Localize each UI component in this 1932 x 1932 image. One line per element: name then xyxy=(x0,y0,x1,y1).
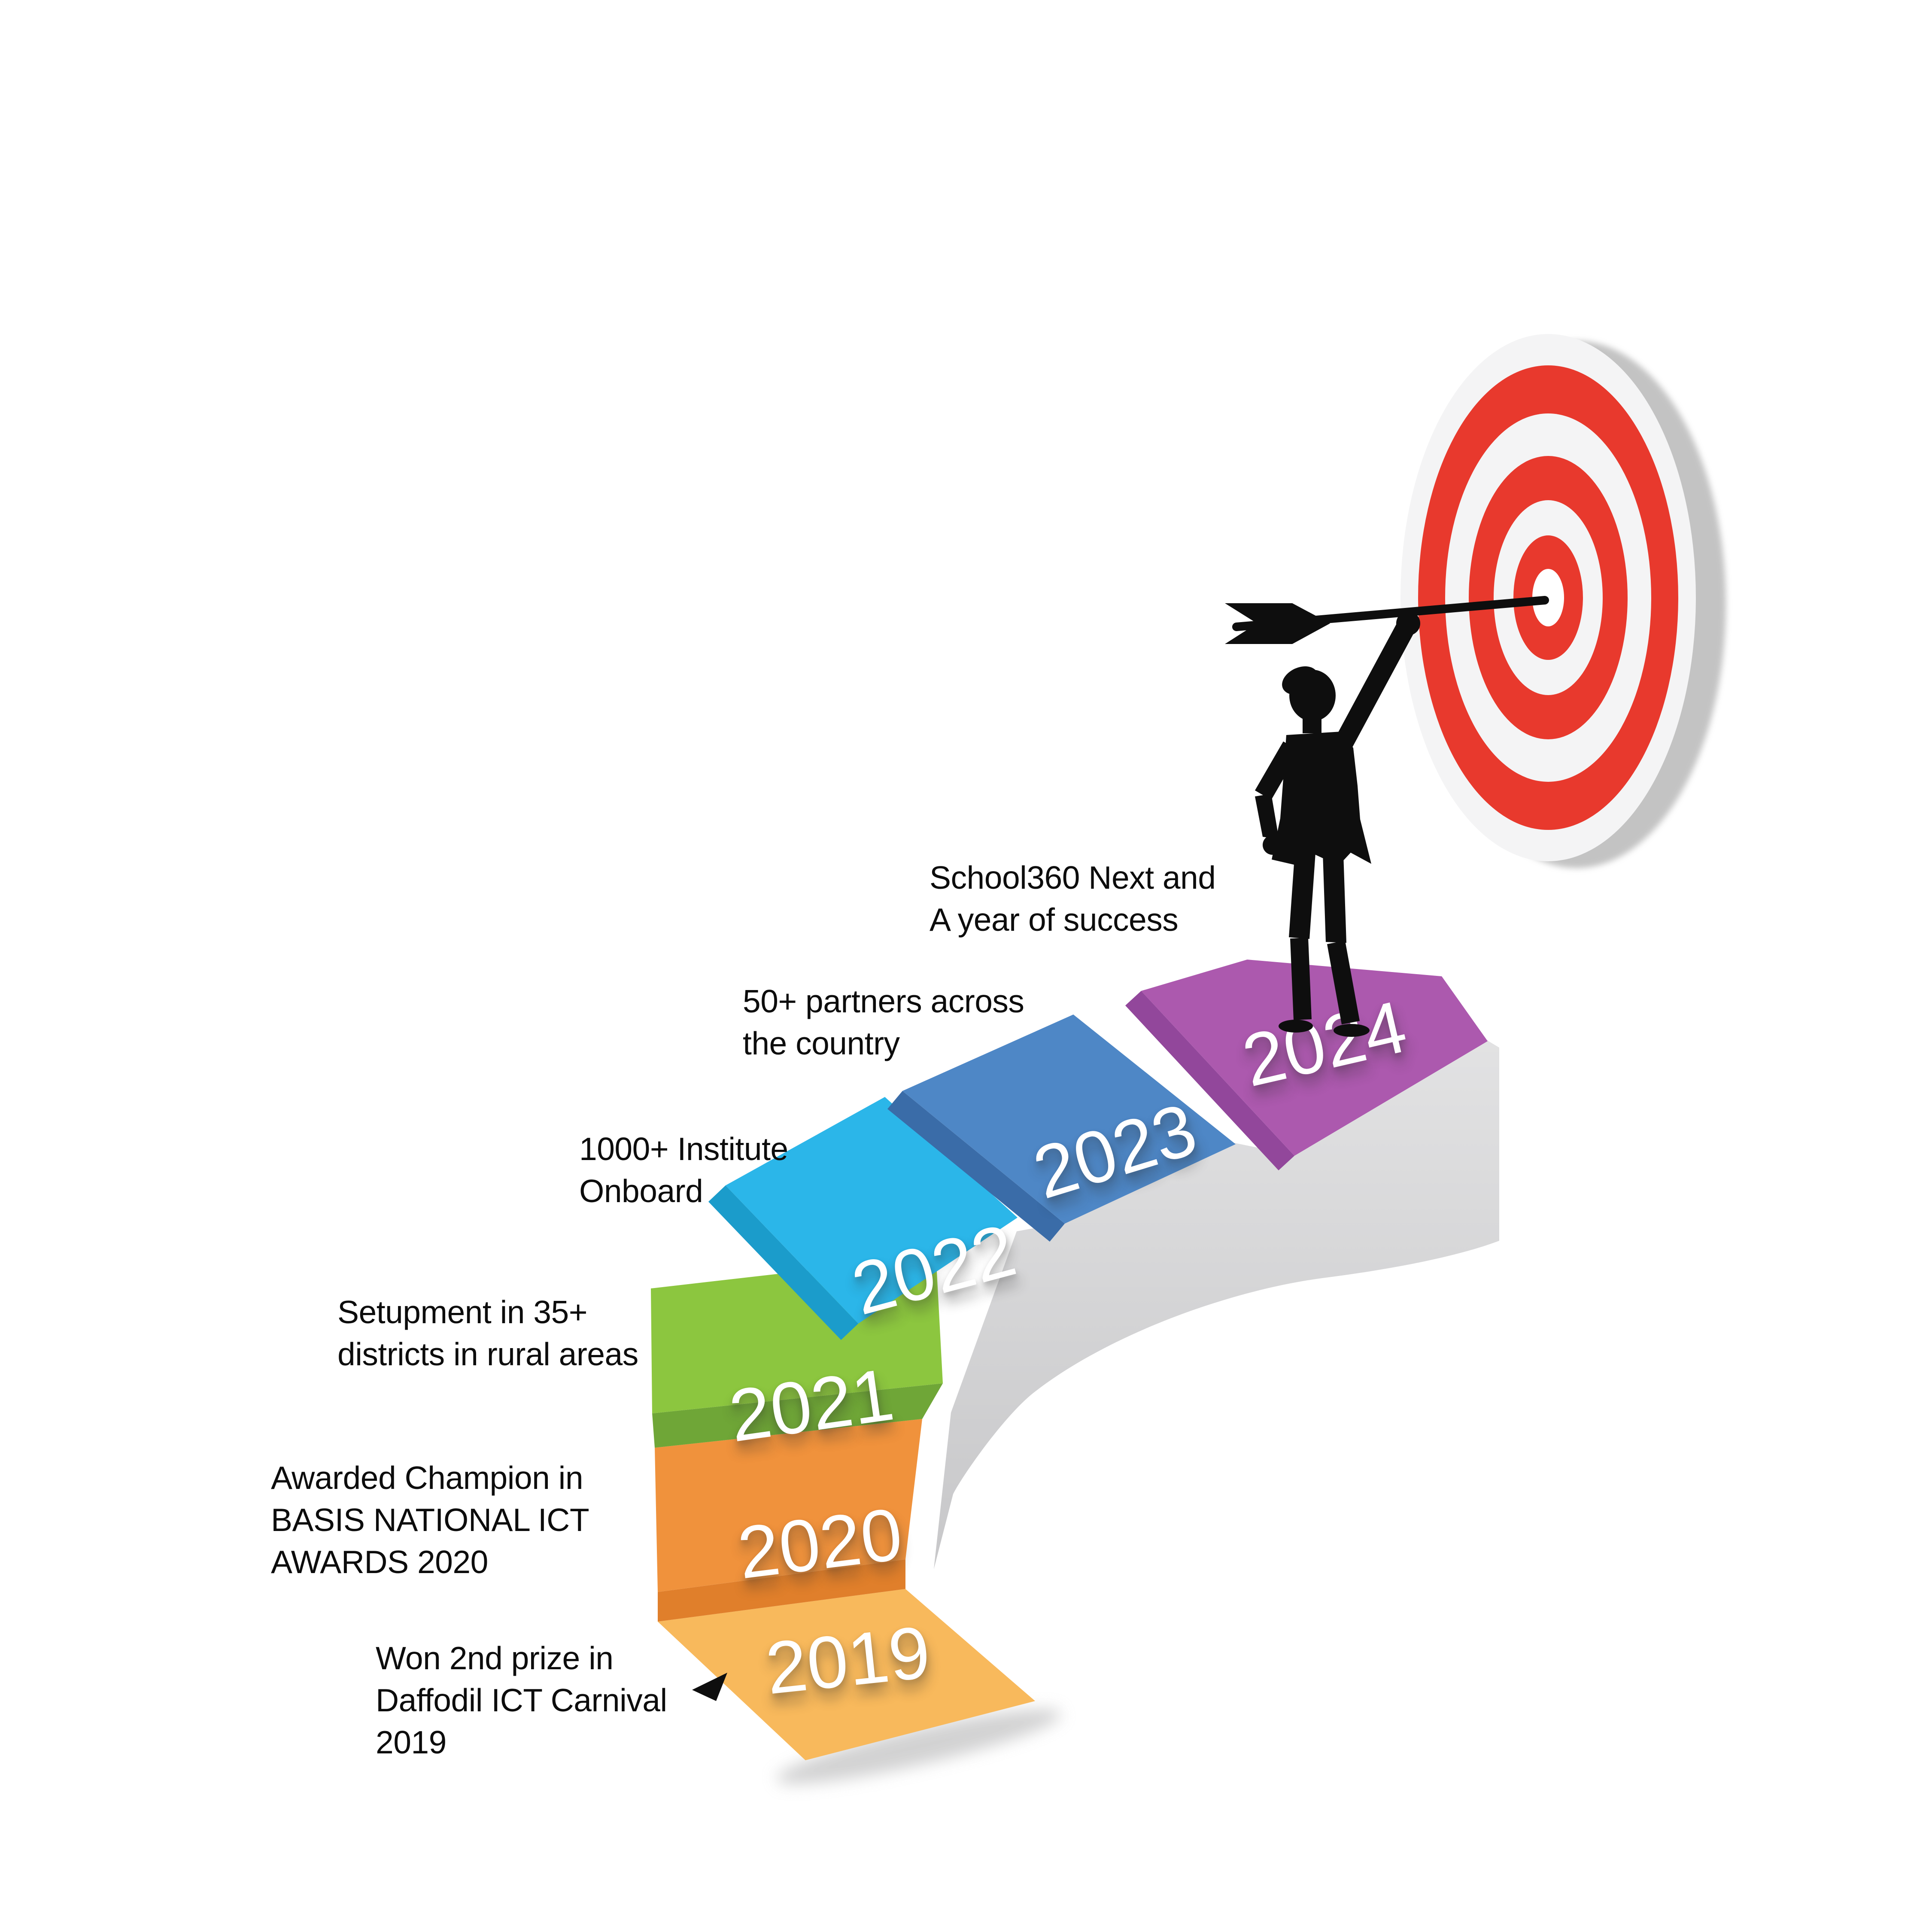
bullseye-target xyxy=(1400,334,1726,868)
small-arrow-icon xyxy=(692,1673,727,1701)
milestone-note-2020: Awarded Champion in BASIS NATIONAL ICT A… xyxy=(271,1460,589,1580)
milestone-note-2022: 1000+ Institute Onboard xyxy=(579,1131,788,1209)
milestone-note-2023: 50+ partners across the country xyxy=(743,983,1024,1061)
milestone-note-2024: School360 Next and A year of success xyxy=(930,860,1216,938)
target-bull-center xyxy=(1532,569,1564,626)
step-2020-top xyxy=(655,1419,922,1592)
step-2024-front-edge xyxy=(1125,991,1294,1170)
milestone-note-2019: Won 2nd prize in Daffodil ICT Carnival 2… xyxy=(376,1640,667,1760)
milestone-note-2021: Setupment in 35+ districts in rural area… xyxy=(337,1294,638,1372)
step-2023-front-edge xyxy=(887,1091,1065,1242)
step-2022-front-edge xyxy=(708,1185,858,1340)
staircase-side-face xyxy=(934,1040,1499,1569)
step-2019-ground-shadow xyxy=(776,1709,1061,1784)
step-2023-top xyxy=(902,1015,1236,1224)
step-2020-front-edge xyxy=(658,1559,905,1622)
step-2021-front-edge xyxy=(652,1383,943,1448)
step-2024-top xyxy=(1141,960,1488,1156)
step-2019-top xyxy=(658,1589,1035,1760)
